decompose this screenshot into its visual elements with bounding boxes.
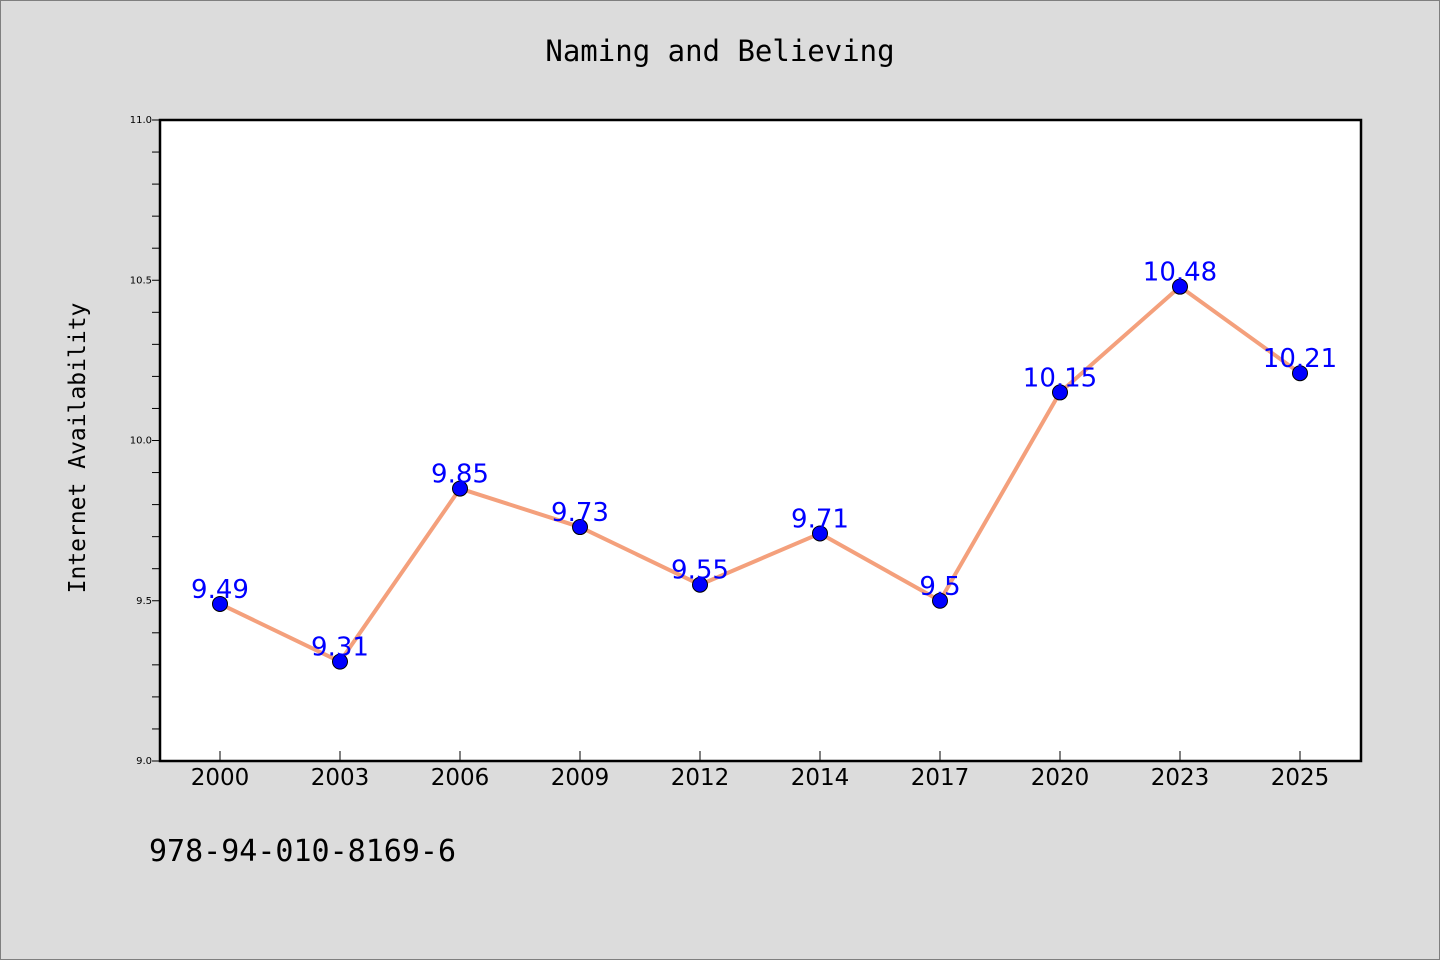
x-tick-label: 2014 (791, 765, 850, 791)
data-point (692, 576, 708, 593)
chart-title: Naming and Believing (545, 34, 895, 68)
data-point (212, 595, 228, 612)
data-label: 9.73 (551, 498, 609, 528)
y-tick-label: 9.0 (136, 756, 152, 767)
data-label: 9.49 (191, 575, 249, 605)
data-label: 10.15 (1023, 363, 1097, 393)
data-label: 9.5 (919, 572, 960, 602)
data-point (1292, 365, 1308, 382)
data-label: 9.85 (431, 460, 489, 490)
x-tick-label: 2003 (311, 765, 370, 791)
x-axis-ticks: 2000 2003 2006 2009 2012 2014 2017 2020 2023 2025 (191, 751, 1330, 791)
data-point (452, 480, 468, 497)
data-label: 10.48 (1143, 258, 1217, 288)
y-tick-label: 9.5 (136, 596, 152, 607)
x-tick-label: 2023 (1151, 765, 1210, 791)
y-tick-label: 10.0 (130, 436, 152, 447)
data-point (812, 525, 828, 542)
data-label: 9.55 (671, 556, 729, 586)
y-axis-ticks: 9.0 9.5 10.0 10.5 11.0 (130, 115, 160, 767)
isbn-text: 978-94-010-8169-6 (149, 834, 457, 869)
x-tick-label: 2025 (1271, 765, 1330, 791)
series-markers (212, 278, 1308, 670)
data-label: 9.71 (791, 504, 849, 534)
data-point (1172, 278, 1188, 295)
x-tick-label: 2000 (191, 765, 250, 791)
x-tick-label: 2006 (431, 765, 490, 791)
data-label: 10.21 (1263, 344, 1337, 374)
data-point (332, 653, 348, 670)
series-line (219, 284, 1302, 664)
data-labels: 9.49 9.31 9.85 9.73 9.55 9.71 9.5 10.15 10.48 10.… (191, 258, 1337, 663)
x-tick-label: 2020 (1031, 765, 1090, 791)
plot-area (158, 118, 1363, 763)
data-point (572, 519, 588, 536)
y-tick-label: 11.0 (130, 115, 152, 126)
data-point (1052, 384, 1068, 401)
y-tick-label: 10.5 (130, 275, 152, 286)
x-tick-label: 2009 (551, 765, 610, 791)
data-point (932, 592, 948, 609)
x-tick-label: 2017 (911, 765, 970, 791)
data-label: 9.31 (311, 633, 369, 663)
x-tick-label: 2012 (671, 765, 730, 791)
